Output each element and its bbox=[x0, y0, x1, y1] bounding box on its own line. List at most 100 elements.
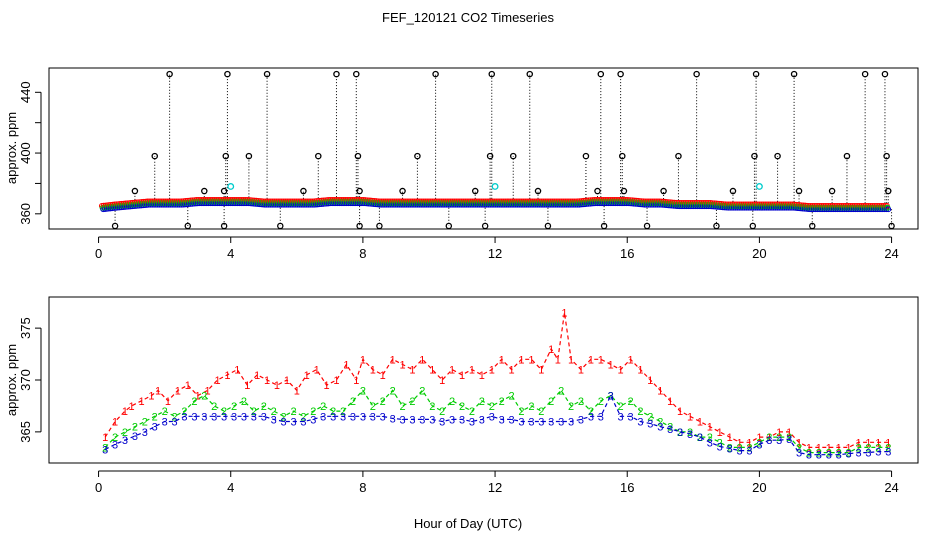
series3-point: 3 bbox=[786, 434, 792, 446]
series2-point: 2 bbox=[122, 427, 128, 439]
series1-point: 1 bbox=[323, 380, 329, 392]
series1-point: 1 bbox=[836, 442, 842, 454]
series2-point: 2 bbox=[102, 442, 108, 454]
series3-raw-point bbox=[883, 206, 890, 213]
spike-low-point bbox=[594, 187, 601, 195]
spike-mid-point bbox=[315, 152, 322, 160]
series1-point: 1 bbox=[112, 417, 118, 429]
y-tick-label: 400 bbox=[18, 142, 33, 164]
series3-point: 3 bbox=[816, 450, 822, 462]
series1-point: 1 bbox=[717, 427, 723, 439]
series1-point: 1 bbox=[875, 437, 881, 449]
x-axis-label: Hour of Day (UTC) bbox=[414, 516, 522, 531]
x-tick-label: 16 bbox=[620, 246, 634, 261]
series1-point: 1 bbox=[102, 432, 108, 444]
series2-point: 2 bbox=[419, 385, 425, 397]
series2-point: 2 bbox=[330, 406, 336, 418]
series2-point: 2 bbox=[627, 396, 633, 408]
series3-point: 3 bbox=[846, 449, 852, 461]
series3-point: 3 bbox=[826, 450, 832, 462]
spike-mid-point bbox=[486, 152, 494, 160]
series3-point: 3 bbox=[865, 448, 871, 460]
series3-point: 3 bbox=[152, 422, 158, 434]
series3-point: 3 bbox=[548, 417, 554, 429]
spike-low-point bbox=[471, 187, 479, 195]
series2-point: 2 bbox=[717, 437, 723, 449]
series2-point: 2 bbox=[499, 396, 505, 408]
series2-point: 2 bbox=[399, 401, 405, 413]
series3-point: 3 bbox=[667, 424, 673, 436]
series2-point: 2 bbox=[152, 411, 158, 423]
series1-line bbox=[104, 312, 889, 448]
series1-point: 1 bbox=[274, 380, 280, 392]
bottom-y-axis: 365 370 375 bbox=[18, 317, 42, 443]
series1-point: 1 bbox=[165, 396, 171, 408]
spike-mid-point bbox=[751, 152, 758, 160]
series3-point: 3 bbox=[171, 417, 177, 429]
series3-point: 3 bbox=[201, 411, 207, 423]
x-tick-label: 0 bbox=[95, 246, 102, 261]
series3-point: 3 bbox=[697, 432, 703, 444]
series1-point: 1 bbox=[429, 365, 435, 377]
spike-mid-point bbox=[414, 152, 421, 160]
series2-point: 2 bbox=[231, 401, 237, 413]
series1-point: 1 bbox=[449, 365, 455, 377]
series2-point: 2 bbox=[261, 401, 267, 413]
series1-point: 1 bbox=[677, 406, 683, 418]
series3-point: 3 bbox=[390, 413, 396, 425]
spike-low-point bbox=[885, 187, 892, 195]
series1-point: 1 bbox=[129, 401, 135, 413]
series2-point: 2 bbox=[855, 442, 861, 454]
dip-point bbox=[544, 222, 552, 230]
spike-mid-point bbox=[675, 152, 682, 160]
series2-point: 2 bbox=[568, 401, 574, 413]
series2-point: 2 bbox=[796, 442, 802, 454]
series3-point: 3 bbox=[776, 435, 782, 447]
spike-low-point bbox=[220, 187, 228, 195]
series3-point: 3 bbox=[568, 417, 574, 429]
top-x-axis: 0 4 8 12 16 20 24 bbox=[95, 236, 899, 261]
spike-high-point bbox=[224, 70, 231, 78]
spike-high-point bbox=[526, 70, 534, 78]
series2-point: 2 bbox=[201, 391, 207, 403]
top-panel: approx. ppm 0 4 8 12 16 20 24 360 400 440 bbox=[4, 67, 919, 261]
series3-point: 3 bbox=[300, 417, 306, 429]
series1-point: 1 bbox=[846, 442, 852, 454]
series2-point: 2 bbox=[320, 401, 326, 413]
series1-point: 1 bbox=[419, 354, 425, 366]
spike-high-point bbox=[597, 70, 605, 78]
x-tick-label: 12 bbox=[488, 246, 502, 261]
series2-point: 2 bbox=[380, 396, 386, 408]
series1-point: 1 bbox=[148, 391, 154, 403]
series1-point: 1 bbox=[588, 354, 594, 366]
spike-mid-point bbox=[774, 152, 781, 160]
spike-mid-point bbox=[883, 152, 890, 160]
series1-point: 1 bbox=[138, 396, 144, 408]
series1-point: 1 bbox=[254, 370, 260, 382]
series2-point: 2 bbox=[885, 442, 891, 454]
series3-point: 3 bbox=[885, 447, 891, 459]
series3-point: 3 bbox=[618, 411, 624, 423]
series1-point: 1 bbox=[697, 417, 703, 429]
series3-point: 3 bbox=[836, 450, 842, 462]
series3-point: 3 bbox=[429, 414, 435, 426]
series1-point: 1 bbox=[855, 437, 861, 449]
series2-point: 2 bbox=[618, 401, 624, 413]
series2-point: 2 bbox=[449, 396, 455, 408]
spike-low-point bbox=[300, 187, 307, 195]
series1-point: 1 bbox=[489, 365, 495, 377]
bottom-x-axis: 0 4 8 12 16 20 24 bbox=[95, 470, 899, 495]
series2-point: 2 bbox=[846, 448, 852, 460]
series1-point: 1 bbox=[155, 385, 161, 397]
series1-point: 1 bbox=[370, 365, 376, 377]
series2-point: 2 bbox=[360, 385, 366, 397]
series1-point: 1 bbox=[885, 437, 891, 449]
series3-point: 3 bbox=[340, 411, 346, 423]
x-tick-label: 8 bbox=[359, 480, 366, 495]
spike-low-point bbox=[356, 187, 363, 195]
series2-point: 2 bbox=[737, 442, 743, 454]
series1-point: 1 bbox=[816, 442, 822, 454]
series3-point: 3 bbox=[796, 448, 802, 460]
x-tick-label: 8 bbox=[359, 246, 366, 261]
